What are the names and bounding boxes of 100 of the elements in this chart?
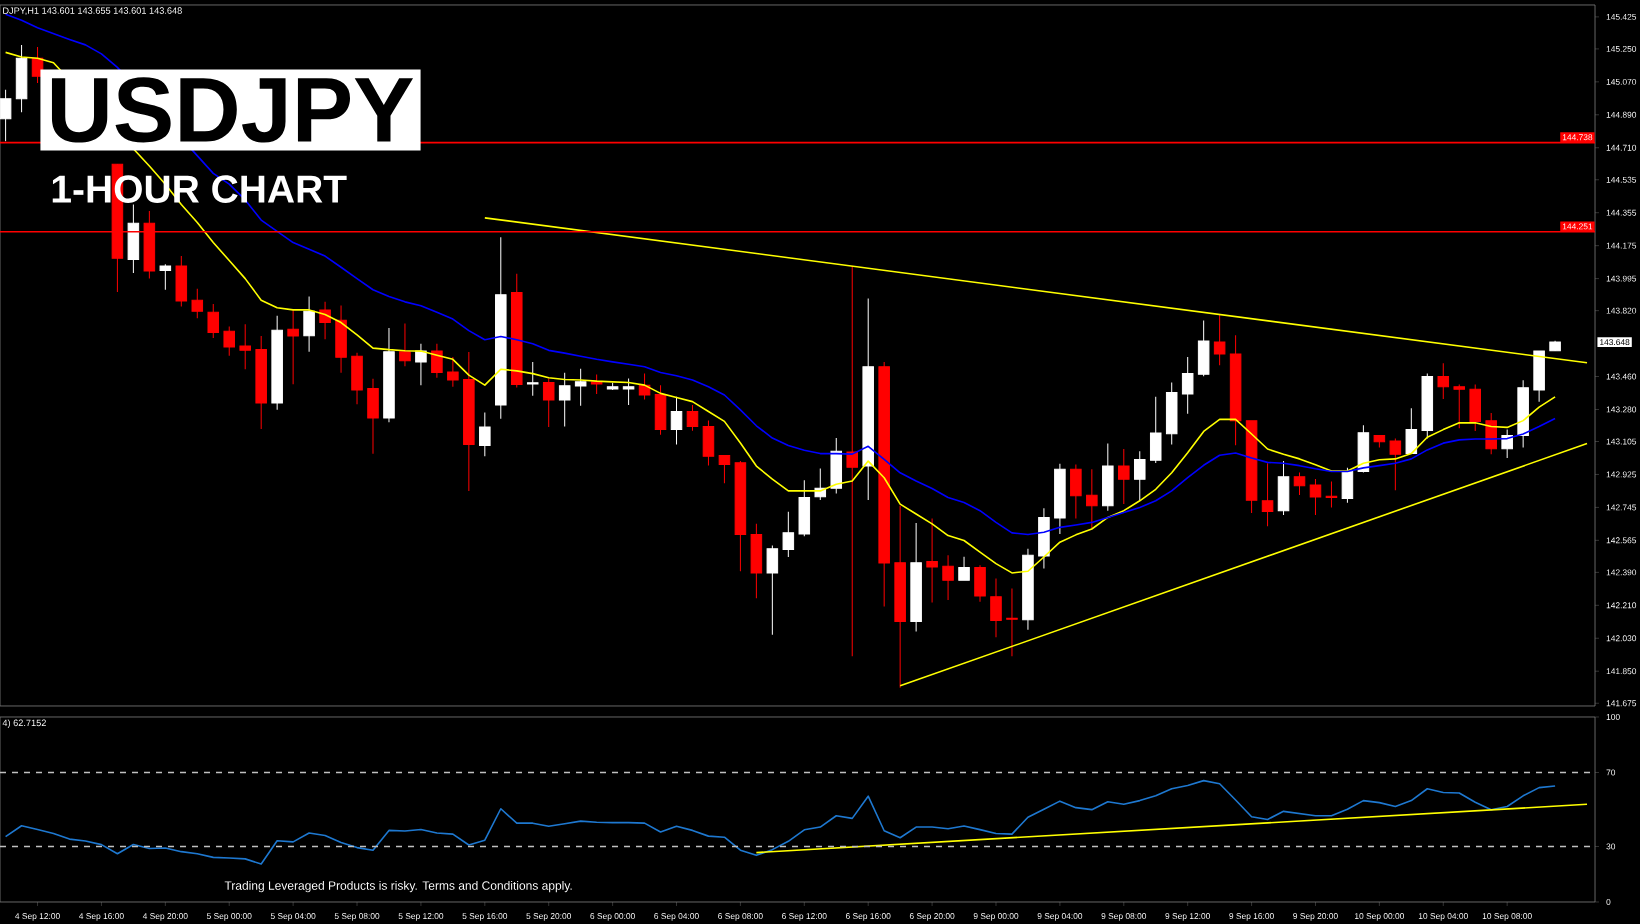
candlestick xyxy=(1357,424,1370,473)
x-tick-label: 10 Sep 08:00 xyxy=(1482,913,1532,921)
candlestick xyxy=(223,326,235,357)
x-tick-label: 9 Sep 12:00 xyxy=(1165,913,1211,921)
candlestick xyxy=(255,335,267,430)
candlestick xyxy=(1373,434,1386,449)
y-tick-label: 144.175 xyxy=(1606,242,1637,249)
candlestick xyxy=(782,511,795,558)
candlestick xyxy=(638,373,651,400)
ref-line-label: 144.251 xyxy=(1562,223,1593,230)
candlestick xyxy=(974,564,986,603)
text: USDJPY xyxy=(51,77,414,143)
candlestick xyxy=(1070,463,1082,519)
candlestick xyxy=(1421,372,1434,440)
candlestick xyxy=(335,305,347,374)
x-tick-label: 6 Sep 16:00 xyxy=(845,913,891,921)
candlestick xyxy=(271,315,283,411)
candlestick xyxy=(1469,384,1481,432)
candlestick xyxy=(830,437,843,494)
candlestick xyxy=(1261,462,1274,527)
candlestick xyxy=(750,523,763,599)
candlestick xyxy=(558,372,571,427)
candlestick xyxy=(463,351,475,492)
candlestick xyxy=(926,517,938,603)
x-tick-label: 4 Sep 16:00 xyxy=(78,913,124,921)
candlestick xyxy=(606,382,619,391)
y-tick-label: 141.675 xyxy=(1606,700,1637,707)
candlestick xyxy=(1549,340,1561,352)
candlestick xyxy=(622,378,635,406)
y-tick-label: 144.535 xyxy=(1606,176,1637,183)
candlestick xyxy=(287,309,299,385)
candlestick xyxy=(127,203,140,274)
candlestick xyxy=(479,412,491,457)
x-tick-label: 4 Sep 12:00 xyxy=(15,913,60,921)
y-tick-label: 142.030 xyxy=(1606,635,1637,642)
candlestick xyxy=(990,577,1002,638)
candlestick xyxy=(766,544,779,636)
candlestick xyxy=(159,263,172,291)
y-tick-label: 145.425 xyxy=(1606,13,1637,20)
candlestick xyxy=(1405,407,1418,455)
y-tick-label: 142.210 xyxy=(1606,602,1637,609)
candlestick xyxy=(303,296,315,353)
x-tick-label: 6 Sep 20:00 xyxy=(909,913,955,921)
candlestick xyxy=(894,505,906,689)
y-tick-label: 0 xyxy=(1606,899,1611,905)
y-tick-label: 143.105 xyxy=(1606,438,1637,445)
candlestick xyxy=(846,265,858,657)
y-tick-label: 141.850 xyxy=(1606,668,1637,675)
candlestick xyxy=(367,378,379,455)
candlestick xyxy=(1181,356,1194,415)
candlestick xyxy=(574,368,587,407)
candlestick xyxy=(1325,480,1338,508)
candlestick xyxy=(15,44,28,113)
candlestick xyxy=(798,479,811,537)
candlestick xyxy=(239,323,251,370)
y-tick-label: 142.745 xyxy=(1606,504,1637,511)
candlestick xyxy=(1133,450,1146,502)
x-tick-label: 5 Sep 08:00 xyxy=(334,913,380,921)
x-tick-label: 6 Sep 08:00 xyxy=(718,913,763,921)
y-tick-label: 145.250 xyxy=(1606,45,1637,52)
annotation: DJPY,H1 143.601 143.655 143.601 143.648 xyxy=(3,7,182,15)
candlestick xyxy=(542,378,555,428)
y-tick-label: 142.390 xyxy=(1606,569,1637,576)
y-tick-label: 100 xyxy=(1606,714,1620,720)
candlestick xyxy=(1022,548,1034,631)
candlestick xyxy=(1229,334,1242,446)
candlestick xyxy=(415,343,427,386)
candlestick xyxy=(1086,468,1098,530)
candlestick xyxy=(1197,320,1210,377)
candlestick xyxy=(1006,587,1018,657)
candlestick xyxy=(1533,350,1545,403)
x-tick-label: 10 Sep 04:00 xyxy=(1418,913,1468,921)
candlestick xyxy=(399,322,411,367)
candlestick xyxy=(910,522,922,632)
candlestick xyxy=(495,236,507,420)
candlestick xyxy=(1149,396,1162,464)
candlestick xyxy=(1118,448,1130,505)
x-tick-label: 6 Sep 12:00 xyxy=(782,913,827,921)
x-tick-label: 5 Sep 12:00 xyxy=(398,913,444,921)
candlestick xyxy=(734,460,747,572)
candlestick xyxy=(1102,443,1114,512)
y-tick-label: 30 xyxy=(1606,843,1616,850)
candlestick xyxy=(1165,381,1178,446)
x-tick-label: 9 Sep 20:00 xyxy=(1293,913,1338,921)
candlestick xyxy=(590,374,603,395)
x-tick-label: 9 Sep 00:00 xyxy=(973,913,1019,921)
text: 143.648 xyxy=(1600,339,1630,346)
annotation: Trading Leveraged Products is risky. Terms and Conditions apply. xyxy=(224,880,572,893)
candlestick xyxy=(1245,420,1258,514)
candlestick xyxy=(383,327,395,423)
candlestick xyxy=(1437,362,1450,400)
candlestick xyxy=(511,273,523,389)
candlestick xyxy=(1501,429,1513,459)
candlestick xyxy=(1293,471,1306,496)
x-tick-label: 6 Sep 00:00 xyxy=(590,913,635,921)
candlestick xyxy=(175,255,188,307)
x-tick-label: 10 Sep 00:00 xyxy=(1355,913,1405,921)
y-tick-label: 143.460 xyxy=(1606,373,1637,380)
candlestick xyxy=(1054,463,1066,535)
y-tick-label: 143.995 xyxy=(1606,275,1637,282)
